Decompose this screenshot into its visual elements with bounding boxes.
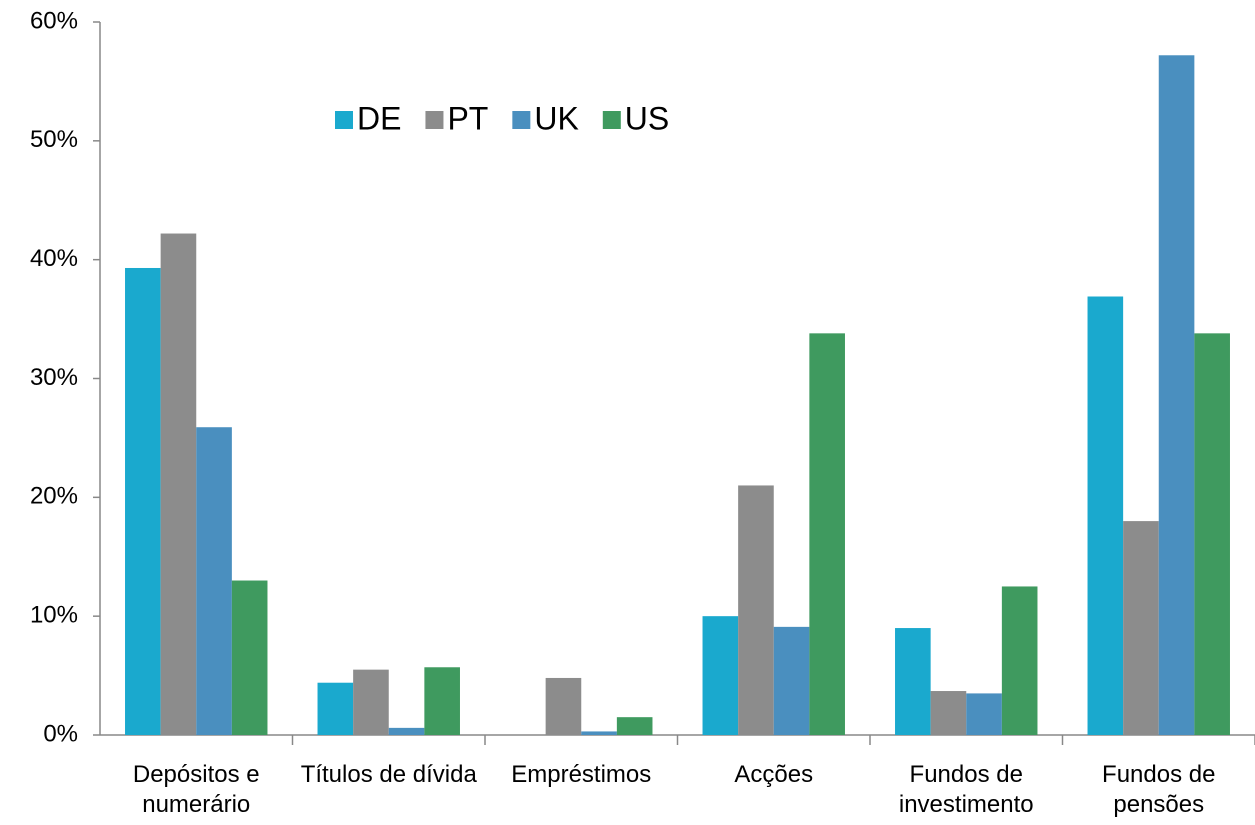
legend-label: PT <box>447 100 488 136</box>
x-tick-label: Títulos de dívida <box>300 761 477 788</box>
bar <box>125 267 161 735</box>
bar <box>930 691 967 735</box>
bar <box>966 693 1002 735</box>
bar <box>1087 296 1124 735</box>
bar <box>388 727 425 735</box>
x-tick-label: Depósitos e numerário <box>132 761 260 818</box>
x-tick-label: Fundos de investimento <box>898 761 1034 818</box>
y-tick-label: 60% <box>30 7 78 34</box>
bar <box>773 626 810 735</box>
bar <box>424 667 460 735</box>
legend-label: UK <box>534 100 578 136</box>
y-tick-label: 50% <box>30 126 78 153</box>
bar <box>616 717 653 735</box>
bar <box>895 628 931 735</box>
legend-swatch <box>335 111 353 129</box>
x-tick-label: Fundos de pensões <box>1102 761 1216 818</box>
y-tick-label: 20% <box>30 483 78 510</box>
legend-label: DE <box>357 100 401 136</box>
y-tick-label: 0% <box>43 720 78 747</box>
bar <box>545 677 582 735</box>
legend-label: US <box>625 100 669 136</box>
bar <box>1158 55 1195 736</box>
bar <box>1123 521 1159 735</box>
bar <box>809 333 845 735</box>
bar <box>196 427 232 735</box>
x-tick-label: Empréstimos <box>511 761 652 788</box>
bar <box>1001 586 1038 735</box>
legend-swatch <box>425 111 444 129</box>
y-tick-label: 10% <box>30 602 78 629</box>
y-tick-label: 30% <box>30 364 78 391</box>
y-tick-label: 40% <box>30 245 78 272</box>
legend-swatch <box>602 111 621 129</box>
x-tick-label: Acções <box>734 761 814 788</box>
bar <box>317 682 354 735</box>
legend-swatch <box>512 111 531 129</box>
bar <box>1194 333 1230 735</box>
bar <box>231 580 268 735</box>
bar <box>581 731 617 735</box>
bar <box>702 616 739 735</box>
bar <box>353 669 389 735</box>
bar <box>738 485 774 735</box>
bar <box>160 233 197 736</box>
